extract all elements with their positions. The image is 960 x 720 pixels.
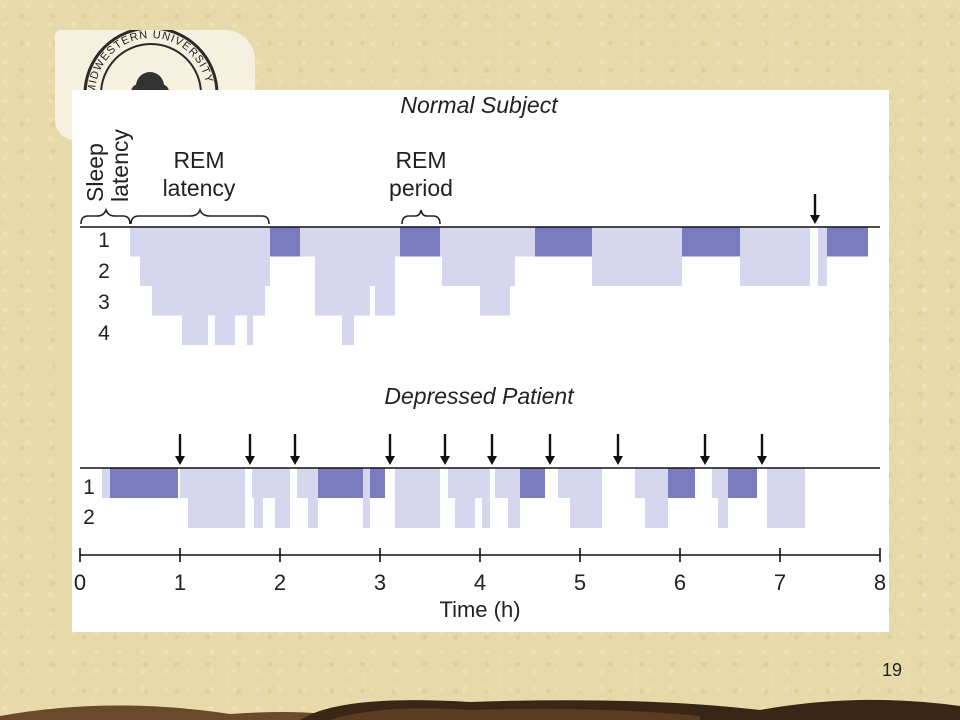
depressed-nrem-block [297, 468, 302, 498]
awakening-arrow-icon [385, 434, 395, 465]
awakening-arrow-icon [757, 434, 767, 465]
normal-rem-block [827, 227, 868, 257]
arrow-head [487, 456, 497, 465]
rem-latency-label-line2: latency [163, 175, 236, 201]
time-tick-label: 1 [174, 570, 186, 595]
depressed-stage-label: 1 [83, 476, 95, 499]
depressed-nrem-block [102, 468, 110, 498]
depressed-nrem-block [395, 468, 440, 528]
sleep-latency-brace [80, 207, 131, 225]
depressed-nrem-block [645, 468, 668, 528]
rem-period-label-line2: period [389, 175, 453, 201]
slide-number: 19 [881, 660, 902, 680]
depressed-nrem-block [570, 468, 602, 528]
time-axis-label: Time (h) [439, 597, 520, 622]
rem-latency-brace [130, 207, 270, 225]
depressed-nrem-block [275, 468, 290, 528]
normal-stage-label: 3 [98, 291, 110, 314]
time-tick-label: 5 [574, 570, 586, 595]
awakening-arrow-icon [245, 434, 255, 465]
normal-rem-block [535, 227, 592, 257]
depressed-nrem-block [482, 468, 490, 528]
depressed-rem-block [728, 468, 757, 498]
diagram-panel: Normal Subject Depressed Patient Sleep l… [72, 90, 889, 632]
normal-subject-title: Normal Subject [400, 92, 559, 118]
time-tick-label: 3 [374, 570, 386, 595]
normal-rem-block [400, 227, 440, 257]
normal-nrem-block [375, 227, 395, 316]
depressed-nrem-block [188, 468, 245, 528]
bottom-decorative-border [0, 699, 960, 720]
arrow-head [245, 456, 255, 465]
normal-nrem-block [152, 227, 265, 316]
awakening-arrow-icon [175, 434, 185, 465]
depressed-rem-block [318, 468, 363, 498]
depressed-nrem-block [767, 468, 805, 528]
depressed-stage-label: 2 [83, 506, 95, 529]
normal-subject-blocks [130, 227, 868, 345]
arrow-head [290, 456, 300, 465]
awakening-arrow-icon [487, 434, 497, 465]
awakening-arrow-icon [700, 434, 710, 465]
awakening-arrows [175, 194, 820, 465]
arrow-head [810, 215, 820, 224]
normal-nrem-block [247, 227, 253, 345]
arrow-head [613, 456, 623, 465]
depressed-nrem-block [508, 468, 520, 528]
time-tick-label: 4 [474, 570, 486, 595]
awakening-arrow-icon [613, 434, 623, 465]
depressed-nrem-block [308, 468, 318, 528]
depressed-rem-block [110, 468, 178, 498]
normal-nrem-block [480, 227, 510, 316]
rem-period-brace [401, 209, 441, 225]
arrow-head [385, 456, 395, 465]
arrow-head [757, 456, 767, 465]
awakening-arrow-icon [440, 434, 450, 465]
time-axis-ticks: 0 1 2 3 4 5 6 7 8 [74, 548, 886, 595]
depressed-rem-block [520, 468, 545, 498]
sleep-hypnogram-diagram: Normal Subject Depressed Patient Sleep l… [74, 92, 886, 622]
arrow-head [700, 456, 710, 465]
depressed-patient-title: Depressed Patient [384, 383, 575, 409]
normal-nrem-block [740, 227, 810, 286]
depressed-nrem-block [718, 468, 728, 528]
sleep-latency-label-line1: Sleep [82, 143, 108, 202]
normal-nrem-block [342, 227, 354, 345]
time-tick-label: 7 [774, 570, 786, 595]
normal-rem-block [270, 227, 300, 257]
normal-stage-label: 4 [98, 322, 110, 345]
time-tick-label: 8 [874, 570, 886, 595]
awakening-arrow-icon [810, 194, 820, 224]
normal-rem-block [682, 227, 740, 257]
normal-nrem-block [818, 227, 827, 286]
normal-stage-label: 1 [98, 229, 110, 252]
depressed-patient-blocks [102, 468, 805, 528]
normal-nrem-block [182, 227, 208, 345]
normal-nrem-block [592, 227, 682, 286]
arrow-head [440, 456, 450, 465]
time-tick-label: 6 [674, 570, 686, 595]
awakening-arrow-icon [290, 434, 300, 465]
arrow-head [175, 456, 185, 465]
time-tick-label: 2 [274, 570, 286, 595]
rem-latency-label-line1: REM [173, 147, 224, 173]
normal-nrem-block [215, 227, 235, 345]
time-tick-label: 0 [74, 570, 86, 595]
depressed-nrem-block [363, 468, 370, 528]
depressed-rem-block [668, 468, 695, 498]
depressed-rem-block [370, 468, 385, 498]
rem-period-label-line1: REM [395, 147, 446, 173]
sleep-latency-label-line2: latency [107, 129, 133, 202]
normal-stage-label: 2 [98, 260, 110, 283]
depressed-nrem-block [254, 468, 263, 528]
depressed-nrem-block [455, 468, 475, 528]
awakening-arrow-icon [545, 434, 555, 465]
arrow-head [545, 456, 555, 465]
